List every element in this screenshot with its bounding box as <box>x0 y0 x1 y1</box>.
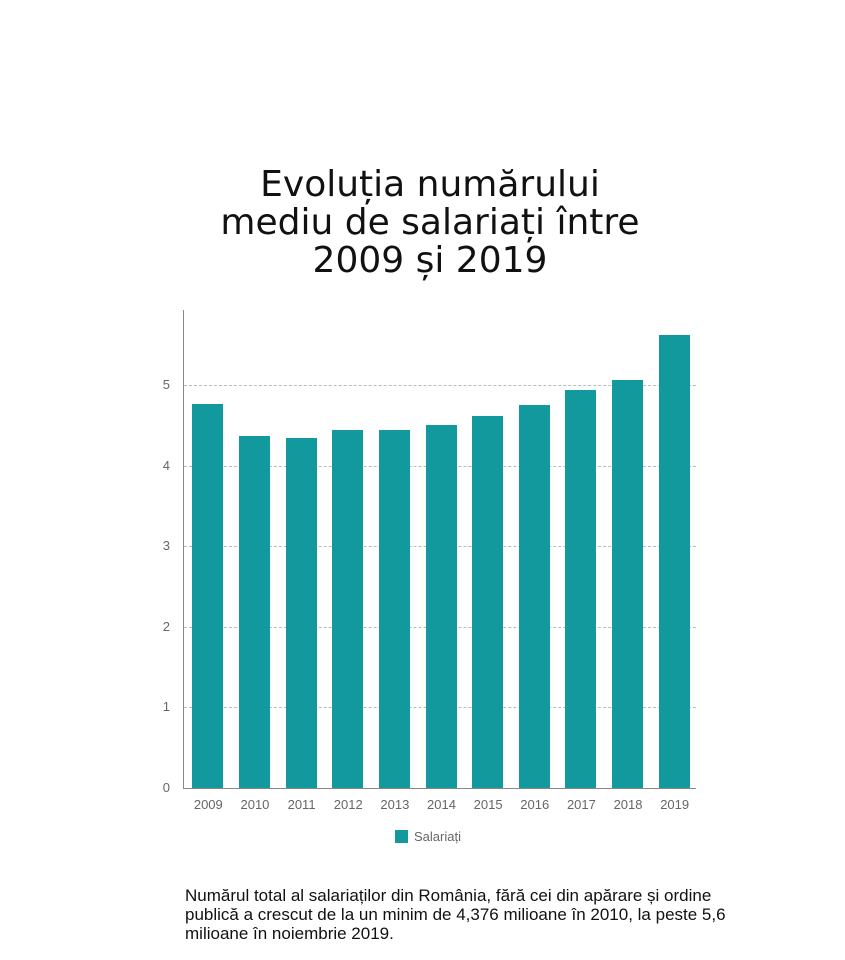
y-tick-label: 4 <box>162 457 170 473</box>
x-tick-label: 2009 <box>193 797 223 812</box>
x-tick-label: 2011 <box>287 797 316 812</box>
title-line-1: Evoluția numărului <box>260 164 600 205</box>
x-axis-line <box>183 788 696 789</box>
bar-2017 <box>565 389 597 788</box>
x-tick-label: 2015 <box>473 797 503 812</box>
bar-2011 <box>285 438 317 788</box>
chart-title: Evoluția numărului mediu de salariați în… <box>0 166 845 280</box>
bar-2015 <box>472 416 504 788</box>
y-tick-label: 5 <box>162 377 170 392</box>
x-tick-label: 2012 <box>333 797 363 812</box>
x-tick-label: 2014 <box>427 797 456 812</box>
x-tick-label: 2019 <box>660 797 690 812</box>
x-tick-label: 2013 <box>380 797 410 812</box>
legend-swatch-icon <box>395 830 408 843</box>
x-tick-label: 2010 <box>240 797 270 812</box>
x-tick-label: 2017 <box>566 797 596 812</box>
y-axis-line <box>183 310 184 788</box>
bar-2014 <box>425 425 457 788</box>
gridline <box>184 385 696 386</box>
x-tick-label: 2018 <box>613 797 643 812</box>
y-tick-label: 1 <box>162 699 170 715</box>
x-tick-label: 2016 <box>520 797 550 812</box>
y-tick-label: 0 <box>162 780 170 795</box>
title-line-2: mediu de salariați între <box>220 202 640 243</box>
bar-2016 <box>518 405 550 788</box>
bar-2012 <box>332 430 364 788</box>
legend: Salariați <box>395 829 461 844</box>
bar-2019 <box>658 335 690 788</box>
bar-2013 <box>378 430 410 788</box>
y-tick-label: 2 <box>162 618 170 634</box>
bar-2009 <box>192 404 224 788</box>
y-tick-label: 3 <box>162 538 170 554</box>
caption: Numărul total al salariaților din Români… <box>185 886 726 943</box>
legend-label: Salariați <box>414 829 461 844</box>
bar-2018 <box>612 380 644 788</box>
title-line-3: 2009 și 2019 <box>312 240 548 281</box>
bar-2010 <box>238 435 270 788</box>
